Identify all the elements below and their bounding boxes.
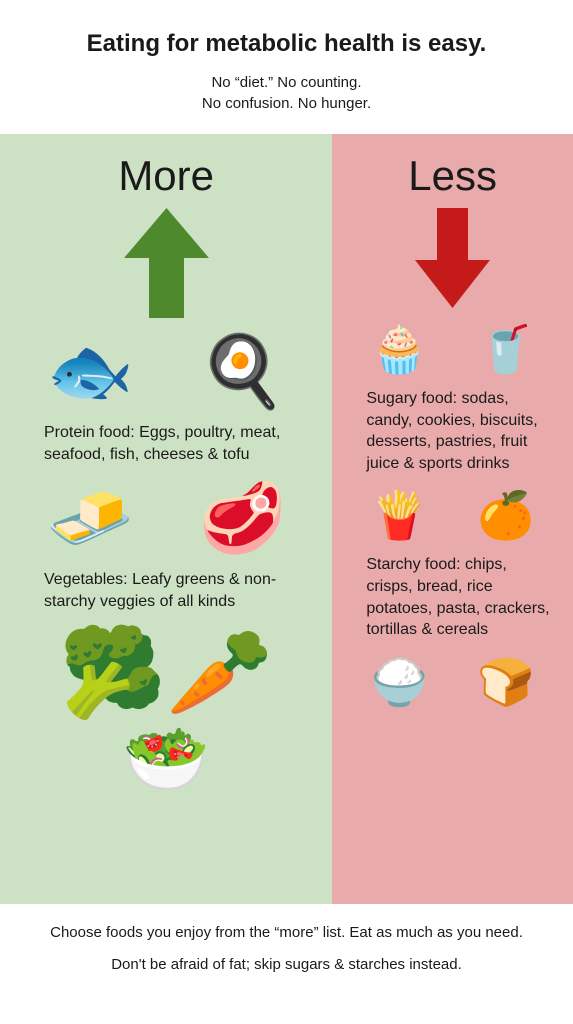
column-less: Less 🧁 🥤 Sugary food: sodas, candy, cook…: [332, 134, 573, 904]
eggs-icon: 🍳: [199, 336, 286, 406]
page-title: Eating for metabolic health is easy.: [20, 30, 553, 58]
veggies-icons: 🥦🥕 🥗: [18, 630, 314, 794]
bread-icon: 🍞: [477, 659, 534, 705]
rice-icon: 🍚: [371, 659, 428, 705]
header: Eating for metabolic health is easy. No …: [0, 0, 573, 134]
footer: Choose foods you enjoy from the “more” l…: [0, 904, 573, 993]
fries-icon: 🍟: [371, 492, 428, 538]
column-more: More 🐟 🍳 Protein food: Eggs, poultry, me…: [0, 134, 332, 904]
starchy-icons-row2: 🍚 🍞: [350, 659, 555, 705]
salad-icon: 🥗: [123, 724, 210, 794]
juice-icon: 🍊: [477, 492, 534, 538]
veggies-text: Vegetables: Leafy greens & non-starchy v…: [44, 569, 302, 612]
arrow-down-wrap: [350, 208, 555, 308]
sugary-text: Sugary food: sodas, candy, cookies, bisc…: [366, 388, 551, 474]
subtitle-line1: No “diet.” No counting.: [211, 74, 361, 91]
footer-line2: Don't be afraid of fat; skip sugars & st…: [20, 952, 553, 978]
starchy-text: Starchy food: chips, crisps, bread, rice…: [366, 554, 551, 640]
columns: More 🐟 🍳 Protein food: Eggs, poultry, me…: [0, 134, 573, 904]
protein-text: Protein food: Eggs, poultry, meat, seafo…: [44, 422, 302, 465]
protein-icons-row2: 🧈 🥩: [18, 483, 314, 553]
soda-icon: 🥤: [477, 326, 534, 372]
arrow-up-wrap: [18, 208, 314, 318]
fish-icon: 🐟: [46, 336, 133, 406]
starchy-icons-row1: 🍟 🍊: [350, 492, 555, 538]
page-subtitle: No “diet.” No counting. No confusion. No…: [20, 72, 553, 114]
sugary-icons: 🧁 🥤: [350, 326, 555, 372]
arrow-up-icon: [124, 208, 209, 318]
heading-less: Less: [350, 152, 555, 200]
vegetables-icon: 🥦🥕: [59, 630, 273, 716]
cupcake-icon: 🧁: [371, 326, 428, 372]
heading-more: More: [18, 152, 314, 200]
protein-icons-row1: 🐟 🍳: [18, 336, 314, 406]
tofu-icon: 🧈: [46, 483, 133, 553]
meat-icon: 🥩: [199, 483, 286, 553]
arrow-down-icon: [415, 208, 490, 308]
subtitle-line2: No confusion. No hunger.: [202, 95, 371, 112]
footer-line1: Choose foods you enjoy from the “more” l…: [20, 920, 553, 946]
